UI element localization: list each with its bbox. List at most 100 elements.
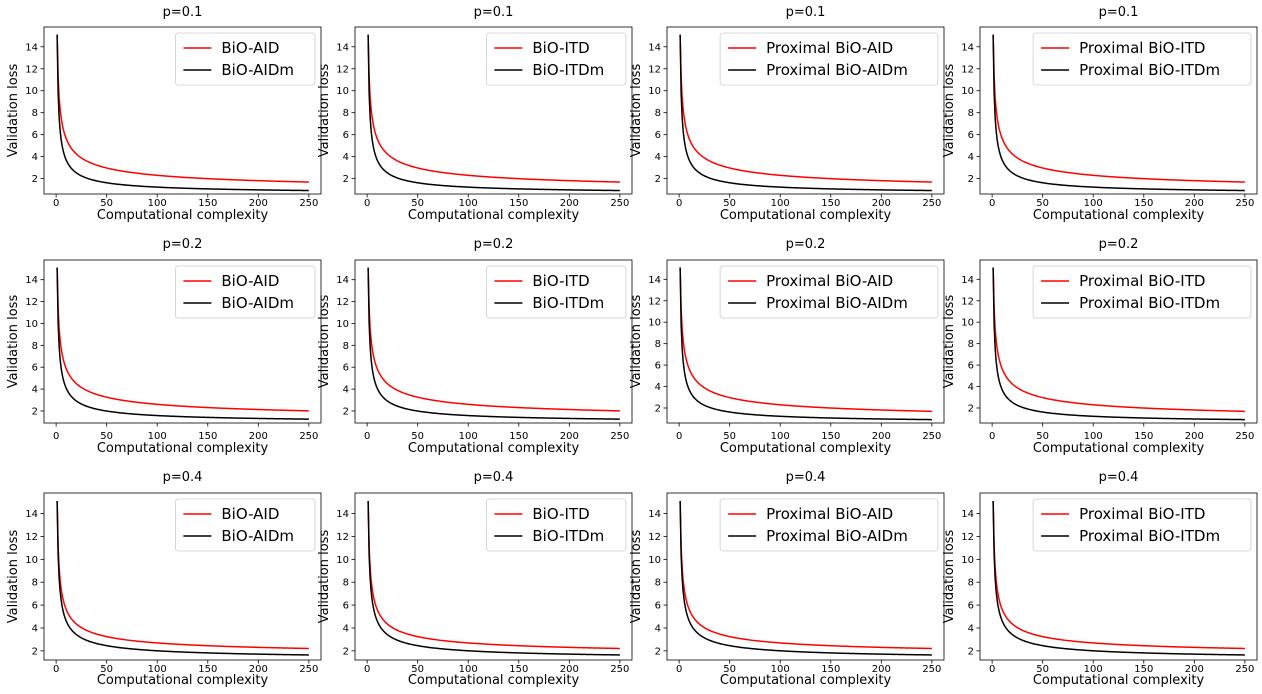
x-tick-label: 100 [459, 664, 478, 675]
y-tick-label: 6 [32, 130, 38, 141]
subplot-title: p=0.4 [786, 470, 826, 485]
x-tick-label: 0 [53, 664, 59, 675]
subplot-title: p=0.2 [163, 237, 203, 252]
y-tick-label: 2 [655, 403, 661, 414]
x-tick-label: 200 [1185, 198, 1204, 209]
y-tick-label: 6 [655, 601, 661, 612]
series-line-momentum [992, 500, 1245, 656]
y-tick-label: 4 [343, 385, 349, 396]
y-tick-label: 10 [25, 86, 38, 97]
x-tick-label: 150 [198, 198, 217, 209]
legend: BiO-AID BiO-AIDm [174, 32, 316, 86]
y-tick-label: 4 [655, 152, 661, 163]
subplot-4: p=0.1 0 50 100 150 200 250 2 4 6 8 10 12 14 Computatio… [942, 5, 1258, 223]
subplot-title: p=0.2 [474, 237, 514, 252]
legend: Proximal BiO-ITD Proximal BiO-ITDm [1032, 265, 1252, 319]
x-tick-label: 150 [509, 198, 528, 209]
series-line-momentum [679, 34, 932, 192]
y-tick-label: 10 [648, 318, 661, 329]
series-line-base [679, 34, 932, 183]
y-axis-label: Validation loss [629, 295, 644, 389]
legend-label: BiO-AIDm [221, 61, 294, 79]
x-tick-label: 250 [610, 198, 629, 209]
x-tick-label: 100 [771, 198, 790, 209]
legend-label: BiO-ITDm [532, 294, 604, 312]
legend-box [719, 265, 939, 319]
axes-frame [354, 26, 633, 195]
legend-label: BiO-AID [221, 272, 279, 290]
x-tick-label: 200 [872, 198, 891, 209]
x-tick-label: 200 [560, 198, 579, 209]
axes-frame [666, 259, 945, 424]
x-tick-label: 0 [676, 664, 682, 675]
legend: BiO-ITD BiO-ITDm [485, 32, 627, 86]
series-line-momentum [56, 34, 309, 192]
legend-box [174, 498, 316, 552]
y-tick-label: 12 [961, 64, 974, 75]
y-axis-label: Validation loss [317, 295, 332, 389]
y-tick-label: 2 [343, 646, 349, 657]
y-tick-label: 14 [336, 42, 349, 53]
y-tick-label: 4 [968, 152, 974, 163]
x-tick-label: 100 [148, 431, 167, 442]
legend: BiO-AID BiO-AIDm [174, 498, 316, 552]
x-tick-label: 200 [249, 664, 268, 675]
y-tick-label: 8 [968, 108, 974, 119]
x-tick-label: 250 [922, 431, 941, 442]
legend: Proximal BiO-AID Proximal BiO-AIDm [719, 498, 939, 552]
y-tick-label: 8 [343, 578, 349, 589]
axes-frame [354, 259, 633, 424]
y-tick-label: 2 [968, 403, 974, 414]
subplot-3: p=0.1 0 50 100 150 200 250 2 4 6 8 10 12 14 Computatio… [629, 5, 945, 223]
legend-label: Proximal BiO-ITDm [1079, 294, 1220, 312]
x-axis-label: Computational complexity [1033, 208, 1205, 223]
subplot-title: p=0.2 [786, 237, 826, 252]
legend-box [1032, 32, 1252, 86]
y-tick-label: 8 [343, 341, 349, 352]
y-tick-label: 14 [336, 275, 349, 286]
y-tick-label: 4 [655, 623, 661, 634]
x-tick-label: 0 [676, 198, 682, 209]
x-tick-label: 50 [723, 431, 736, 442]
legend-label: Proximal BiO-AIDm [766, 527, 908, 545]
y-axis-label: Validation loss [942, 64, 957, 158]
x-tick-label: 250 [610, 664, 629, 675]
x-axis-label: Computational complexity [97, 208, 269, 223]
x-tick-label: 50 [1036, 664, 1049, 675]
legend-box [174, 265, 316, 319]
x-tick-label: 200 [560, 664, 579, 675]
legend-label: BiO-AID [221, 505, 279, 523]
y-tick-label: 2 [32, 406, 38, 417]
x-tick-label: 250 [299, 431, 318, 442]
legend-box [1032, 265, 1252, 319]
subplot-11: p=0.4 0 50 100 150 200 250 2 4 6 8 10 12 14 Computatio… [629, 470, 945, 688]
series-line-momentum [992, 267, 1245, 421]
series-line-base [367, 267, 620, 412]
y-tick-label: 10 [648, 555, 661, 566]
x-tick-label: 50 [723, 198, 736, 209]
x-tick-label: 0 [364, 664, 370, 675]
series-line-momentum [56, 500, 309, 656]
subplot-10: p=0.4 0 50 100 150 200 250 2 4 6 8 10 12 14 Computatio… [317, 470, 633, 688]
x-tick-label: 50 [411, 664, 424, 675]
y-tick-label: 2 [968, 174, 974, 185]
x-tick-label: 250 [1235, 198, 1254, 209]
x-tick-label: 0 [53, 198, 59, 209]
x-tick-label: 50 [411, 431, 424, 442]
y-tick-label: 10 [336, 86, 349, 97]
y-tick-label: 6 [343, 601, 349, 612]
axes-frame [666, 492, 945, 661]
x-tick-label: 200 [560, 431, 579, 442]
y-tick-label: 14 [648, 509, 661, 520]
y-tick-label: 14 [648, 275, 661, 286]
x-tick-label: 50 [100, 664, 113, 675]
legend-label: Proximal BiO-ITD [1079, 39, 1205, 57]
y-tick-label: 14 [648, 42, 661, 53]
y-tick-label: 2 [32, 174, 38, 185]
subplot-7: p=0.2 0 50 100 150 200 250 2 4 6 8 10 12 14 Computatio… [629, 237, 945, 456]
y-tick-label: 14 [961, 42, 974, 53]
y-tick-label: 12 [961, 532, 974, 543]
legend-label: BiO-ITDm [532, 527, 604, 545]
legend-label: Proximal BiO-ITD [1079, 272, 1205, 290]
x-tick-label: 200 [872, 664, 891, 675]
